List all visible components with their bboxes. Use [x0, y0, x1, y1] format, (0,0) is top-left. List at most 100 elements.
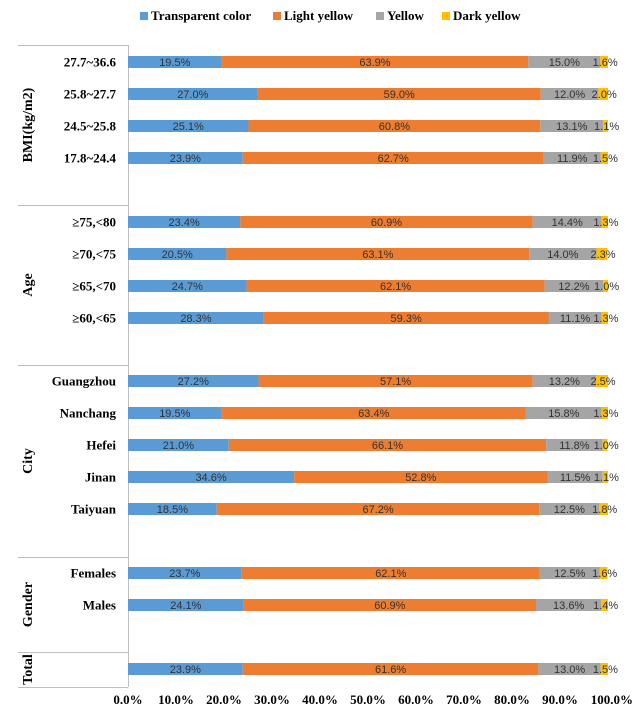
data-label: 21.0% [163, 440, 194, 452]
bar-segment-bmi-kg-m2-24-5-25-8-yellow [540, 120, 604, 132]
data-label: 60.9% [371, 217, 402, 229]
bar-segment-bmi-kg-m2-25-8-27-7-yellow [540, 88, 599, 100]
bar-segment-bmi-kg-m2-24-5-25-8-dark-yellow [603, 120, 608, 132]
x-tick-label: 20.0% [206, 692, 242, 707]
category-label-nanchang: Nanchang [60, 406, 117, 421]
bar-segment-bmi-kg-m2-27-7-36-6-light-yellow [221, 56, 529, 68]
bar-segment-city-guangzhou-dark-yellow [596, 375, 608, 387]
x-tick-label: 80.0% [494, 692, 530, 707]
legend-swatch-yellow [376, 12, 384, 20]
x-tick-label: 70.0% [446, 692, 482, 707]
bar-segment-bmi-kg-m2-25-8-27-7-transparent-color [128, 88, 258, 100]
data-label: 1.6% [593, 57, 618, 69]
data-label: 1.0% [594, 440, 619, 452]
category-label-70-75: ≥70,<75 [72, 247, 116, 262]
bar-segment-gender-males-dark-yellow [601, 599, 608, 611]
data-label: 12.2% [558, 281, 589, 293]
data-label: 63.1% [362, 249, 393, 261]
data-label: 12.5% [554, 568, 585, 580]
data-label: 14.0% [547, 249, 578, 261]
data-label: 62.1% [380, 281, 411, 293]
bar-segment-gender-males-light-yellow [243, 599, 536, 611]
data-label: 62.7% [378, 153, 409, 165]
bar-segment-age-75-80-transparent-color [128, 216, 241, 228]
data-label: 1.5% [593, 664, 618, 676]
bar-segment-city-nanchang-dark-yellow [601, 407, 608, 419]
category-label-75-80: ≥75,<80 [72, 215, 116, 230]
x-tick-label: 60.0% [398, 692, 434, 707]
group-label-city: City [21, 448, 36, 474]
bar-segment-bmi-kg-m2-24-5-25-8-light-yellow [248, 120, 541, 132]
bar-segment-city-jinan-yellow [547, 471, 603, 483]
bar-segment-age-75-80-dark-yellow [601, 216, 608, 228]
category-label-males: Males [83, 598, 116, 613]
data-label: 66.1% [372, 440, 403, 452]
bar-segment-age-70-75-light-yellow [226, 248, 530, 260]
data-label: 1.6% [592, 568, 617, 580]
data-label: 1.5% [593, 153, 618, 165]
data-label: 24.7% [172, 281, 203, 293]
data-label: 60.9% [374, 600, 405, 612]
bar-segment-city-taiyuan-dark-yellow [599, 503, 608, 515]
bar-segment-city-taiyuan-yellow [539, 503, 600, 515]
data-label: 63.4% [358, 408, 389, 420]
category-label-17-8-24-4: 17.8~24.4 [64, 151, 117, 166]
x-tick-label: 100.0% [591, 692, 633, 707]
bar-segment-city-hefei-dark-yellow [602, 439, 608, 451]
data-label: 1.1% [594, 472, 619, 484]
bar-segment-bmi-kg-m2-25-8-27-7-light-yellow [257, 88, 541, 100]
category-label-24-5-25-8: 24.5~25.8 [64, 119, 117, 134]
legend: Transparent color Light yellow Yellow Dark … [140, 8, 521, 23]
data-label: 19.5% [159, 408, 190, 420]
x-tick-label: 50.0% [350, 692, 386, 707]
bar-segment-bmi-kg-m2-25-8-27-7-dark-yellow [598, 88, 608, 100]
bar-segment-city-guangzhou-yellow [532, 375, 596, 387]
bar-segment-bmi-kg-m2-27-7-36-6-yellow [528, 56, 601, 68]
data-label: 12.5% [554, 504, 585, 516]
data-label: 11.5% [560, 472, 591, 484]
category-label-guangzhou: Guangzhou [52, 374, 116, 389]
bar-segment-age-65-70-yellow [544, 280, 604, 292]
data-label: 11.9% [557, 153, 588, 165]
bar-segment-city-jinan-dark-yellow [602, 471, 608, 483]
bar-segment-age-60-65-dark-yellow [601, 312, 608, 324]
x-tick-label: 40.0% [302, 692, 338, 707]
data-label: 12.0% [554, 89, 585, 101]
data-label: 23.7% [169, 568, 200, 580]
data-label: 1.3% [593, 313, 618, 325]
group-label-bmi-kg-m2: BMI(kg/m2) [21, 87, 36, 162]
data-label: 27.2% [178, 376, 209, 388]
category-axis-frame: BMI(kg/m2) 27.7~36.6 25.8~27.7 24.5~25.8 17.… [18, 45, 129, 688]
data-label: 60.8% [379, 121, 410, 133]
data-label: 25.1% [173, 121, 204, 133]
data-label: 28.3% [180, 313, 211, 325]
data-label: 57.1% [380, 376, 411, 388]
data-label: 1.4% [593, 600, 618, 612]
bar-segment-age-75-80-yellow [532, 216, 602, 228]
bar-segment-total-total-light-yellow [242, 663, 539, 675]
legend-swatch-light-yellow [273, 12, 281, 20]
bar-segment-total-total-yellow [538, 663, 601, 675]
bar-segment-bmi-kg-m2-24-5-25-8-transparent-color [128, 120, 249, 132]
bar-segment-total-total-dark-yellow [600, 663, 608, 675]
bar-segment-city-hefei-light-yellow [228, 439, 547, 451]
data-label: 1.8% [592, 504, 617, 516]
bar-segment-city-nanchang-yellow [525, 407, 602, 419]
bar-segment-age-65-70-transparent-color [128, 280, 247, 292]
x-tick-label: 90.0% [542, 692, 578, 707]
data-label: 23.4% [169, 217, 200, 229]
data-label: 15.8% [548, 408, 579, 420]
data-label: 2.0% [592, 89, 617, 101]
data-label: 59.3% [391, 313, 422, 325]
data-label: 13.2% [549, 376, 580, 388]
bar-segment-city-guangzhou-light-yellow [258, 375, 533, 387]
bar-segment-gender-males-yellow [536, 599, 602, 611]
bar-segment-age-75-80-light-yellow [240, 216, 533, 228]
data-label: 13.1% [556, 121, 587, 133]
bars: 19.5% 63.9% 15.0% 1.6% 27.0% 59.0% 12.0% 2.0% 25… [128, 56, 619, 676]
bar-segment-city-jinan-transparent-color [128, 471, 295, 483]
data-label: 15.0% [549, 57, 580, 69]
bar-segment-city-nanchang-transparent-color [128, 407, 222, 419]
data-label: 1.1% [594, 121, 619, 133]
bar-segment-gender-females-dark-yellow [599, 567, 608, 579]
